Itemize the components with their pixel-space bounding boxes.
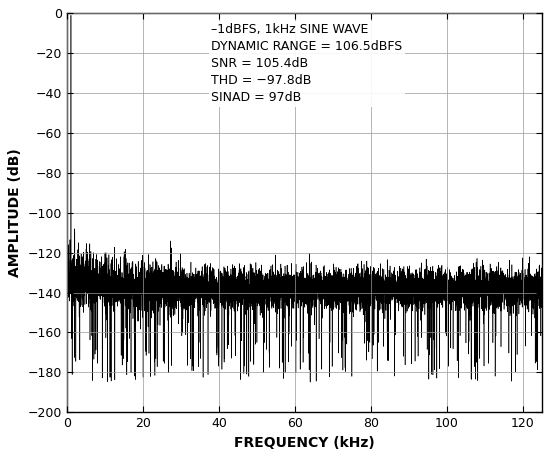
- X-axis label: FREQUENCY (kHz): FREQUENCY (kHz): [234, 436, 375, 450]
- Y-axis label: AMPLITUDE (dB): AMPLITUDE (dB): [8, 148, 23, 277]
- Text: –1dBFS, 1kHz SINE WAVE
DYNAMIC RANGE = 106.5dBFS
SNR = 105.4dB
THD = −97.8dB
SIN: –1dBFS, 1kHz SINE WAVE DYNAMIC RANGE = 1…: [211, 23, 403, 104]
